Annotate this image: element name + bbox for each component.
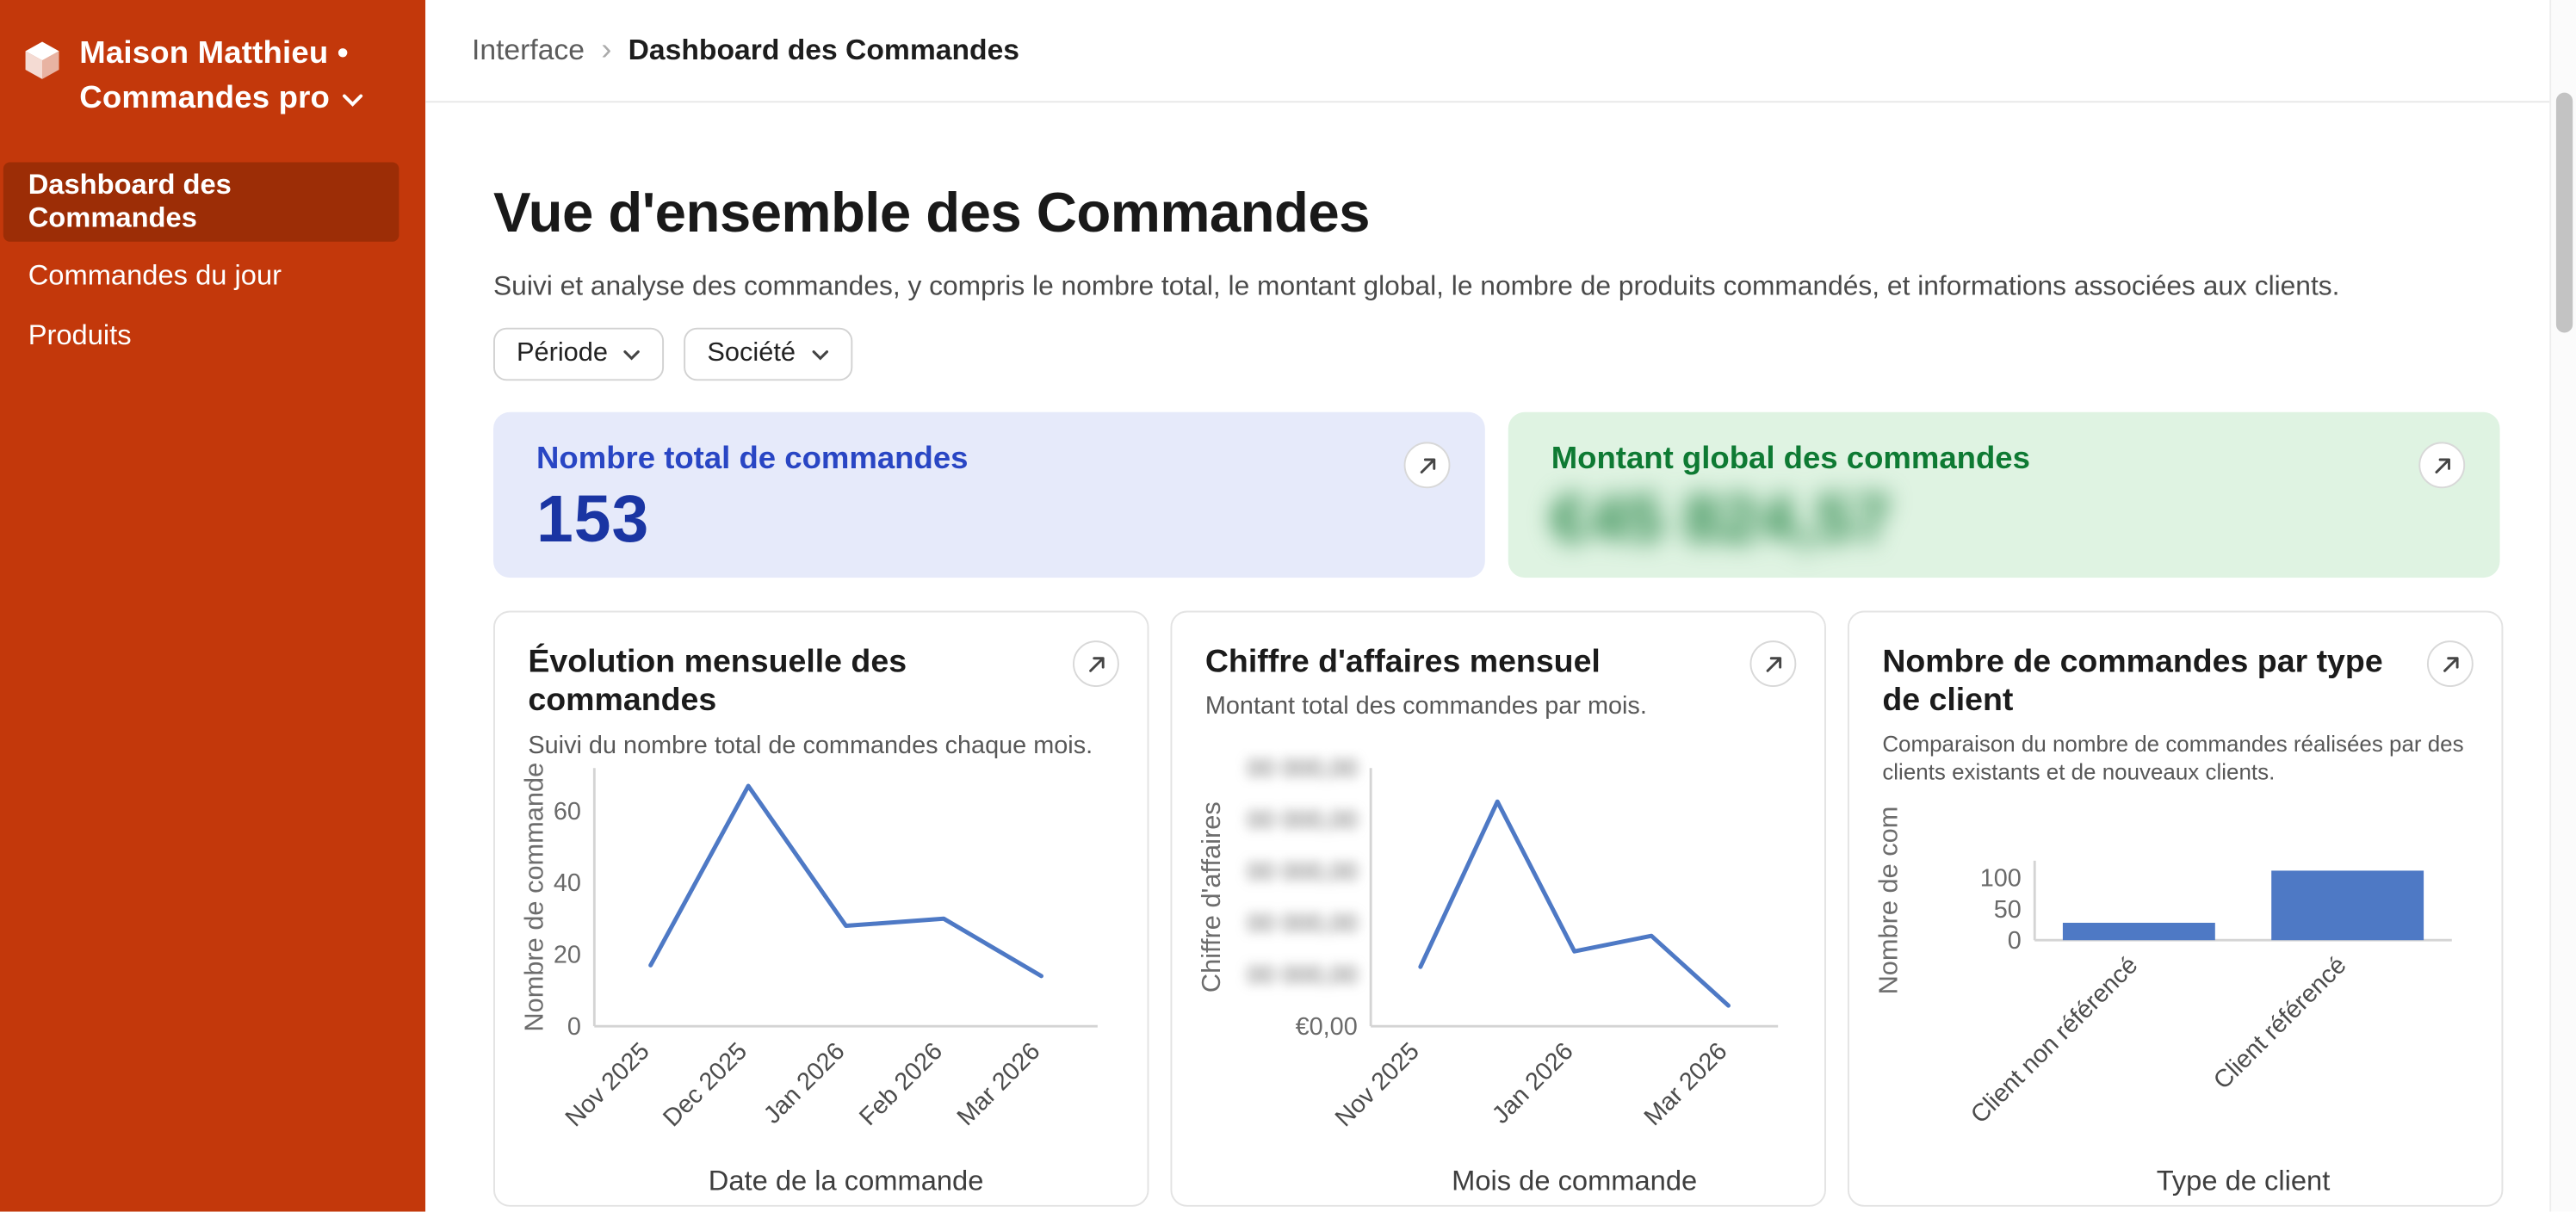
societe-filter-button[interactable]: Société xyxy=(684,327,852,381)
chart-card-commandes-par-type-client: Nombre de commandes par type de client C… xyxy=(1847,610,2504,1207)
chart-subtitle: Comparaison du nombre de commandes réali… xyxy=(1882,731,2464,786)
stat-value: 153 xyxy=(536,483,650,557)
chart-cards-row: Évolution mensuelle des commandes Suivi … xyxy=(493,610,2576,1207)
arrow-up-right-icon xyxy=(1419,457,1435,473)
stat-card-nombre-total-commandes: Nombre total de commandes 153 xyxy=(493,411,1485,578)
app-logo-icon xyxy=(25,41,59,79)
page-subtitle: Suivi et analyse des commandes, y compri… xyxy=(493,271,2340,301)
sidebar-nav: Dashboard des Commandes Commandes du jou… xyxy=(0,162,425,361)
sidebar-item-dashboard-des-commandes[interactable]: Dashboard des Commandes xyxy=(3,162,399,242)
sidebar-item-produits[interactable]: Produits xyxy=(28,318,132,351)
svg-text:Mois de commande: Mois de commande xyxy=(1452,1165,1697,1197)
chart-title: Chiffre d'affaires mensuel xyxy=(1204,644,1601,681)
svg-text:20: 20 xyxy=(554,941,581,968)
chart-card-chiffre-affaires: Chiffre d'affaires mensuel Montant total… xyxy=(1170,610,1826,1207)
svg-text:Nombre de commande: Nombre de commande xyxy=(519,763,549,1032)
page-content: Vue d'ensemble des Commandes Suivi et an… xyxy=(425,102,2576,1207)
svg-text:00 000,00: 00 000,00 xyxy=(1248,858,1358,886)
breadcrumb: Interface › Dashboard des Commandes xyxy=(425,0,2576,103)
svg-text:00 000,00: 00 000,00 xyxy=(1248,755,1358,782)
chart-subtitle: Montant total des commandes par mois. xyxy=(1204,692,1647,721)
svg-text:Mar 2026: Mar 2026 xyxy=(1639,1037,1733,1131)
svg-text:00 000,00: 00 000,00 xyxy=(1248,807,1358,834)
svg-text:00 000,00: 00 000,00 xyxy=(1248,962,1358,989)
svg-text:60: 60 xyxy=(554,798,581,826)
stat-value-blurred: €45 824,57 xyxy=(1551,483,1892,557)
svg-text:Client référencé: Client référencé xyxy=(2208,951,2352,1095)
chevron-down-icon xyxy=(811,349,828,360)
chart-card-evolution-mensuelle: Évolution mensuelle des commandes Suivi … xyxy=(493,610,1149,1207)
stat-cards-row: Nombre total de commandes 153 Montant gl… xyxy=(493,411,2576,578)
expand-button[interactable] xyxy=(1749,640,1797,687)
breadcrumb-root[interactable]: Interface xyxy=(472,33,585,66)
svg-text:Chiffre d'affaires: Chiffre d'affaires xyxy=(1196,801,1226,992)
svg-text:0: 0 xyxy=(567,1013,581,1041)
filter-bar: Période Société xyxy=(493,327,2576,381)
periode-filter-button[interactable]: Période xyxy=(493,327,665,381)
svg-text:Type de client: Type de client xyxy=(2157,1165,2331,1197)
sidebar-item-commandes-du-jour[interactable]: Commandes du jour xyxy=(28,259,282,292)
stat-label: Nombre total de commandes xyxy=(536,442,969,477)
arrow-up-right-icon xyxy=(2443,656,2458,671)
chart-subtitle: Suivi du nombre total de commandes chaqu… xyxy=(528,731,1093,760)
expand-button[interactable] xyxy=(2418,442,2466,489)
breadcrumb-current: Dashboard des Commandes xyxy=(628,33,1020,66)
workspace-title: Maison Matthieu • Commandes pro xyxy=(79,33,364,122)
chart-title: Nombre de commandes par type de client xyxy=(1882,644,2383,720)
chart-title: Évolution mensuelle des commandes xyxy=(528,644,907,720)
bar-chart-type-client: 0 50 100 Nombre de com Client non référencé C… xyxy=(1873,807,2452,1197)
svg-text:50: 50 xyxy=(1994,896,2022,924)
line-chart-chiffre-affaires: €0,00 00 000,00 00 000,00 00 000,00 00 000,0… xyxy=(1196,755,1779,1197)
svg-text:00 000,00: 00 000,00 xyxy=(1248,910,1358,937)
vertical-scrollbar[interactable] xyxy=(2549,0,2576,1212)
svg-text:100: 100 xyxy=(1980,865,2022,893)
scrollbar-thumb[interactable] xyxy=(2554,92,2573,333)
svg-text:Dec 2025: Dec 2025 xyxy=(658,1037,752,1132)
svg-text:Nombre de com: Nombre de com xyxy=(1873,807,1904,995)
svg-text:Client non référencé: Client non référencé xyxy=(1966,951,2143,1129)
svg-text:Nov 2025: Nov 2025 xyxy=(560,1037,655,1132)
expand-button[interactable] xyxy=(1403,442,1451,489)
svg-text:Feb 2026: Feb 2026 xyxy=(854,1037,948,1131)
svg-text:Date de la commande: Date de la commande xyxy=(709,1165,984,1197)
chevron-down-icon xyxy=(343,94,363,107)
workspace-switcher[interactable]: Maison Matthieu • Commandes pro xyxy=(0,0,425,122)
arrow-up-right-icon xyxy=(2434,457,2449,473)
societe-filter-label: Société xyxy=(707,339,796,368)
svg-text:€0,00: €0,00 xyxy=(1296,1013,1358,1041)
chevron-down-icon xyxy=(623,349,641,360)
stat-card-montant-global-commandes: Montant global des commandes €45 824,57 xyxy=(1508,411,2500,578)
svg-text:Jan 2026: Jan 2026 xyxy=(1487,1037,1579,1129)
breadcrumb-separator-icon: › xyxy=(601,32,612,67)
svg-text:Jan 2026: Jan 2026 xyxy=(759,1037,851,1129)
workspace-title-line1: Maison Matthieu • xyxy=(79,36,349,71)
workspace-title-line2: Commandes pro xyxy=(79,81,331,116)
sidebar: Maison Matthieu • Commandes pro Dashboar… xyxy=(0,0,426,1212)
arrow-up-right-icon xyxy=(1088,656,1104,671)
svg-text:40: 40 xyxy=(554,869,581,897)
expand-button[interactable] xyxy=(2426,640,2474,687)
svg-text:0: 0 xyxy=(2008,927,2022,955)
svg-text:Mar 2026: Mar 2026 xyxy=(952,1037,1046,1131)
arrow-up-right-icon xyxy=(1765,656,1781,671)
main-area: Interface › Dashboard des Commandes Vue … xyxy=(425,0,2576,1212)
svg-text:Nov 2025: Nov 2025 xyxy=(1330,1037,1425,1132)
periode-filter-label: Période xyxy=(516,339,608,368)
stat-label: Montant global des commandes xyxy=(1551,442,2030,477)
page-title: Vue d'ensemble des Commandes xyxy=(493,182,1371,245)
expand-button[interactable] xyxy=(1073,640,1119,687)
